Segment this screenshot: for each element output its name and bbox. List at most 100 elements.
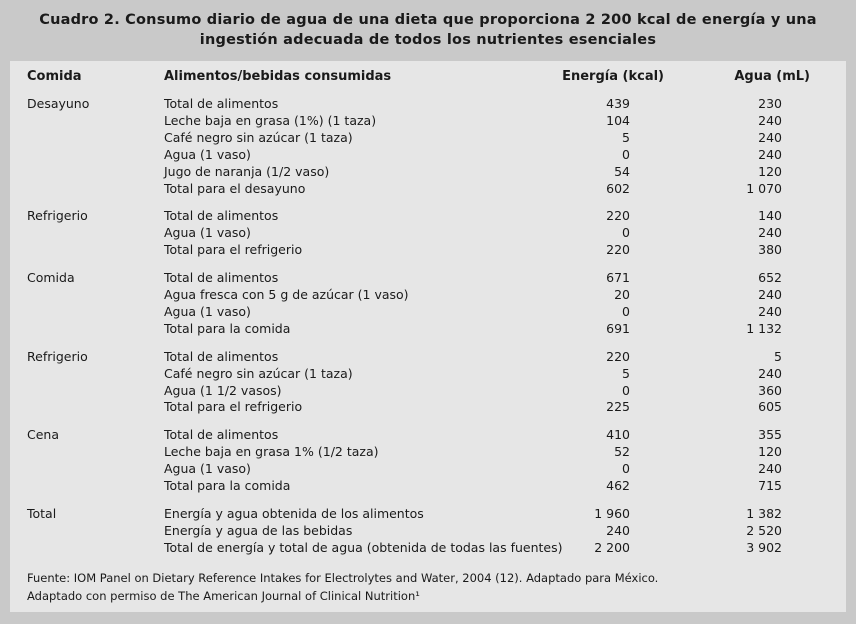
water-value: 140 xyxy=(758,208,782,224)
energy-value: 220 xyxy=(606,348,630,364)
source-line-2: Adaptado con permiso de The American Jou… xyxy=(27,589,420,603)
title-line-2: ingestión adecuada de todos los nutrient… xyxy=(199,32,657,48)
water-value: 240 xyxy=(758,461,782,477)
title-line-1: Cuadro 2. Consumo diario de agua de una … xyxy=(39,12,817,28)
item-label: Jugo de naranja (1/2 vaso) xyxy=(164,163,330,179)
energy-value: 104 xyxy=(606,112,630,128)
table-title: Cuadro 2. Consumo diario de agua de una … xyxy=(0,10,856,50)
item-label: Leche baja en grasa (1%) (1 taza) xyxy=(164,112,377,128)
item-label: Agua (1 1/2 vasos) xyxy=(164,382,282,398)
energy-value: 2 200 xyxy=(594,539,630,555)
item-label: Energía y agua obtenida de los alimentos xyxy=(164,505,424,521)
table-row: Café negro sin azúcar (1 taza) 5 240 xyxy=(10,130,846,147)
item-label: Total de alimentos xyxy=(164,208,279,224)
item-label: Total de alimentos xyxy=(164,348,279,364)
meal-label: Cena xyxy=(27,427,60,443)
item-label: Agua fresca con 5 g de azúcar (1 vaso) xyxy=(164,287,409,302)
water-value: 230 xyxy=(758,96,782,111)
energy-value: 0 xyxy=(622,225,630,241)
table-row: Total para la comida 462 715 xyxy=(10,478,846,495)
water-value: 380 xyxy=(758,242,782,258)
water-value: 2 520 xyxy=(746,522,782,538)
energy-value: 5 xyxy=(622,365,630,381)
item-label: Agua (1 vaso) xyxy=(164,303,251,319)
item-label: Total de energía y total de agua (obteni… xyxy=(164,539,563,555)
table-row: Desayuno Total de alimentos 439 230 xyxy=(10,96,846,113)
table-row: Total para el refrigerio 225 605 xyxy=(10,399,846,416)
table-row: Agua (1 vaso) 0 240 xyxy=(10,304,846,321)
energy-value: 462 xyxy=(606,478,630,493)
water-value: 240 xyxy=(758,303,782,319)
source-note: Fuente: IOM Panel on Dietary Reference I… xyxy=(27,569,658,605)
item-label: Agua (1 vaso) xyxy=(164,461,251,477)
water-value: 1 382 xyxy=(746,505,782,521)
item-label: Total para el refrigerio xyxy=(164,399,303,415)
item-label: Total de alimentos xyxy=(164,270,279,286)
table-row: Total para la comida 691 1 132 xyxy=(10,321,846,338)
water-value: 360 xyxy=(758,382,782,398)
table-row: Comida Total de alimentos 671 652 xyxy=(10,270,846,287)
water-value: 605 xyxy=(758,399,782,415)
water-value: 652 xyxy=(758,270,782,286)
item-label: Total de alimentos xyxy=(164,96,279,111)
water-value: 240 xyxy=(758,112,782,128)
energy-value: 671 xyxy=(606,270,630,286)
table-row: Total de energía y total de agua (obteni… xyxy=(10,540,846,557)
water-value: 240 xyxy=(758,365,782,381)
item-label: Agua (1 vaso) xyxy=(164,225,251,241)
item-label: Energía y agua de las bebidas xyxy=(164,522,353,538)
energy-value: 5 xyxy=(622,129,630,145)
energy-value: 220 xyxy=(606,208,630,224)
header-water: Agua (mL) xyxy=(734,69,810,84)
water-value: 1 132 xyxy=(746,320,782,336)
meal-label: Refrigerio xyxy=(27,348,88,364)
water-value: 240 xyxy=(758,146,782,162)
water-value: 240 xyxy=(758,129,782,145)
table-row: Café negro sin azúcar (1 taza) 5 240 xyxy=(10,366,846,383)
water-value: 355 xyxy=(758,427,782,443)
water-value: 1 070 xyxy=(746,180,782,196)
meal-label: Desayuno xyxy=(27,96,90,111)
energy-value: 240 xyxy=(606,522,630,538)
table-row: Total para el desayuno 602 1 070 xyxy=(10,181,846,198)
energy-value: 1 960 xyxy=(594,505,630,521)
table-row: Cena Total de alimentos 410 355 xyxy=(10,427,846,444)
energy-value: 691 xyxy=(606,320,630,336)
meal-label: Comida xyxy=(27,270,75,286)
item-label: Total para la comida xyxy=(164,320,291,336)
item-label: Total de alimentos xyxy=(164,427,279,443)
table-row: Jugo de naranja (1/2 vaso) 54 120 xyxy=(10,164,846,181)
header-meal: Comida xyxy=(27,69,82,84)
water-value: 240 xyxy=(758,225,782,241)
table-row: Agua (1 vaso) 0 240 xyxy=(10,461,846,478)
table-row: Agua fresca con 5 g de azúcar (1 vaso) 20… xyxy=(10,287,846,304)
table-row: Energía y agua de las bebidas 240 2 520 xyxy=(10,523,846,540)
header-food: Alimentos/bebidas consumidas xyxy=(164,69,392,84)
energy-value: 410 xyxy=(606,427,630,443)
table-row: Total para el refrigerio 220 380 xyxy=(10,242,846,259)
energy-value: 602 xyxy=(606,180,630,196)
water-value: 240 xyxy=(758,287,782,302)
energy-value: 0 xyxy=(622,382,630,398)
water-value: 5 xyxy=(774,348,782,364)
item-label: Café negro sin azúcar (1 taza) xyxy=(164,129,353,145)
item-label: Total para la comida xyxy=(164,478,291,493)
item-label: Total para el refrigerio xyxy=(164,242,303,258)
table-row: Agua (1 vaso) 0 240 xyxy=(10,225,846,242)
item-label: Agua (1 vaso) xyxy=(164,146,251,162)
meal-label: Refrigerio xyxy=(27,208,88,224)
energy-value: 52 xyxy=(614,444,630,460)
table-row: Agua (1 1/2 vasos) 0 360 xyxy=(10,383,846,400)
energy-value: 220 xyxy=(606,242,630,258)
item-label: Leche baja en grasa 1% (1/2 taza) xyxy=(164,444,379,460)
water-value: 3 902 xyxy=(746,539,782,555)
item-label: Total para el desayuno xyxy=(164,180,306,196)
table-row: Agua (1 vaso) 0 240 xyxy=(10,147,846,164)
water-value: 120 xyxy=(758,444,782,460)
table-row: Refrigerio Total de alimentos 220 140 xyxy=(10,208,846,225)
energy-value: 54 xyxy=(614,163,630,179)
table-row: Refrigerio Total de alimentos 220 5 xyxy=(10,349,846,366)
table-row: Total Energía y agua obtenida de los alim… xyxy=(10,506,846,523)
water-value: 120 xyxy=(758,163,782,179)
